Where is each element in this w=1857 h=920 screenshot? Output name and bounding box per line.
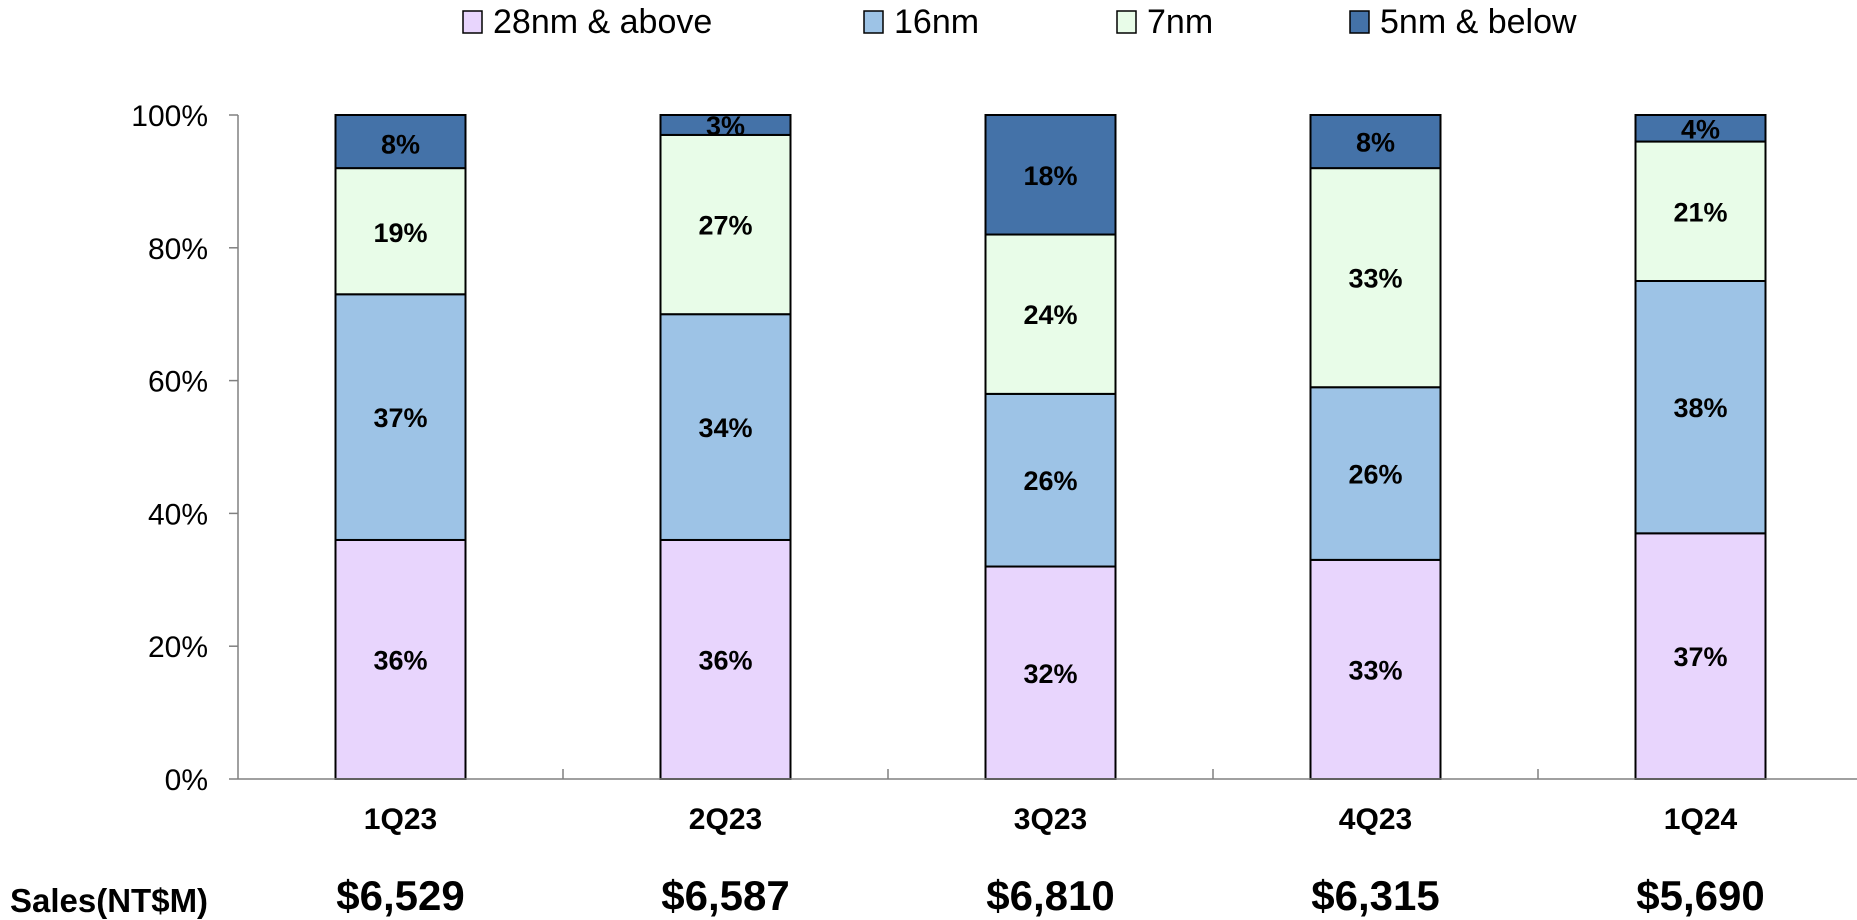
bar-segment-5nm-below-2q23 [659,114,792,136]
bar-segment-16nm-2q23 [659,313,792,541]
y-axis: 0% 20% 40% 60% 80% 100% [131,100,239,797]
x-category-label: 1Q23 [364,803,437,836]
data-label-7nm-3q23: 24% [1023,300,1077,330]
data-label-28nm-above-1q23: 36% [373,645,427,675]
sales-value: $5,690 [1636,872,1764,919]
data-label-28nm-above-3q23: 32% [1023,659,1077,689]
data-label-5nm-below-4q23: 8% [1356,128,1395,158]
bar-segment-5nm-below-1q24 [1634,114,1767,143]
data-label-7nm-1q24: 21% [1673,197,1727,227]
sales-row: Sales(NT$M) $6,529 $6,587 $6,810 $6,315 $5,6… [10,872,1765,919]
bar-segment-28nm-above-1q24 [1634,532,1767,780]
data-label-7nm-4q23: 33% [1348,264,1402,294]
bar-segment-5nm-below-3q23 [984,114,1117,236]
x-category-label: 2Q23 [689,803,762,836]
data-label-28nm-above-1q24: 37% [1673,642,1727,672]
sales-value: $6,529 [336,872,464,919]
bar-segment-16nm-4q23 [1309,386,1442,561]
data-label-7nm-1q23: 19% [373,218,427,248]
legend-label-5nm-below: 5nm & below [1380,3,1577,41]
data-label-5nm-below-1q23: 8% [381,130,420,160]
data-label-5nm-below-1q24: 4% [1681,114,1720,144]
data-label-7nm-2q23: 27% [698,211,752,241]
data-label-16nm-3q23: 26% [1023,466,1077,496]
bar-segment-5nm-below-4q23 [1309,114,1442,170]
x-category-label: 1Q24 [1664,803,1738,836]
y-tick-label: 0% [165,764,208,797]
bar-segment-28nm-above-3q23 [984,565,1117,781]
sales-value: $6,587 [661,872,789,919]
bar-segment-7nm-2q23 [659,133,792,316]
sales-value: $6,315 [1311,872,1439,919]
data-label-5nm-below-2q23: 3% [706,111,745,141]
x-axis: 1Q23 2Q23 3Q23 4Q23 1Q24 [238,769,1857,836]
bar-segments: 36% 37% 19% 8% 36% 34% 27% 3% 32% 26% 24% 18% 33% 26%… [334,111,1767,781]
data-label-16nm-1q23: 37% [373,403,427,433]
bar-segment-28nm-above-4q23 [1309,558,1442,780]
bar-segment-28nm-above-2q23 [659,538,792,781]
y-tick-label: 20% [148,631,208,664]
legend-swatch-5nm-below [1349,10,1370,34]
chart-legend: 28nm & above 16nm 7nm 5nm & below [462,3,1577,41]
y-tick-label: 40% [148,498,208,531]
legend-swatch-16nm [863,10,884,34]
legend-label-16nm: 16nm [894,3,979,41]
y-tick-label: 60% [148,366,208,399]
y-tick-label: 100% [131,100,208,133]
data-label-5nm-below-3q23: 18% [1023,161,1077,191]
bar-segment-16nm-1q24 [1634,280,1767,535]
x-category-label: 4Q23 [1339,803,1412,836]
bar-segment-7nm-3q23 [984,233,1117,395]
legend-label-7nm: 7nm [1147,3,1213,41]
bar-segment-5nm-below-1q23 [334,114,467,170]
data-label-16nm-1q24: 38% [1673,393,1727,423]
legend-label-28nm-above: 28nm & above [493,3,712,41]
bar-segment-7nm-1q23 [334,167,467,296]
y-tick-label: 80% [148,233,208,266]
legend-swatch-7nm [1116,10,1137,34]
data-label-28nm-above-4q23: 33% [1348,655,1402,685]
data-label-16nm-2q23: 34% [698,413,752,443]
x-category-label: 3Q23 [1014,803,1087,836]
data-label-16nm-4q23: 26% [1348,460,1402,490]
legend-swatch-28nm-above [462,10,483,34]
sales-value: $6,810 [986,872,1114,919]
bar-segment-16nm-1q23 [334,293,467,541]
sales-title: Sales(NT$M) [10,882,208,919]
data-label-28nm-above-2q23: 36% [698,645,752,675]
bar-segment-16nm-3q23 [984,392,1117,568]
